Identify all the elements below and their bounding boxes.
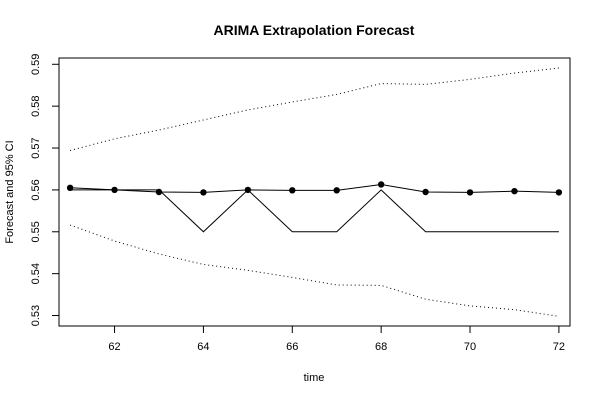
x-tick-label: 72 <box>553 341 565 353</box>
y-tick-label: 0.55 <box>30 221 42 242</box>
x-tick-label: 68 <box>375 341 387 353</box>
forecast-point <box>289 187 296 194</box>
x-tick-label: 70 <box>464 341 476 353</box>
y-axis: 0.53 0.54 0.55 0.56 0.57 0.58 0.59 <box>30 54 60 326</box>
x-tick-label: 64 <box>197 341 209 353</box>
forecast-point <box>66 184 74 192</box>
series-line-forecast <box>70 183 559 193</box>
series-line-upper-ci <box>69 67 559 152</box>
forecast-point <box>466 189 474 196</box>
y-tick-label: 0.54 <box>30 263 42 284</box>
x-axis-label: time <box>304 372 325 384</box>
forecast-point <box>511 187 518 195</box>
y-tick-label: 0.57 <box>30 137 42 158</box>
forecast-point <box>555 189 563 196</box>
forecast-point <box>422 188 429 196</box>
series-line-lower-ci <box>69 224 559 317</box>
series-lower-ci <box>69 224 559 317</box>
forecast-point <box>244 186 252 194</box>
x-tick-label: 62 <box>108 341 120 353</box>
x-tick-label: 66 <box>286 341 298 353</box>
y-axis-label: Forecast and 95% CI <box>4 140 16 243</box>
forecast-point <box>333 187 340 194</box>
series-forecast <box>66 181 563 196</box>
y-tick-label: 0.58 <box>30 95 42 116</box>
series-line-actual <box>70 189 559 233</box>
forecast-point <box>377 181 385 188</box>
series-actual <box>70 189 559 233</box>
chart-title: ARIMA Extrapolation Forecast <box>214 22 415 38</box>
y-tick-label: 0.56 <box>30 179 42 200</box>
x-axis: 62 64 66 68 70 72 <box>108 325 565 353</box>
forecast-point <box>200 189 207 196</box>
series-upper-ci <box>69 67 559 152</box>
series-layer <box>66 67 563 317</box>
y-tick-label: 0.59 <box>30 54 42 75</box>
forecast-point <box>155 188 163 196</box>
y-tick-label: 0.53 <box>30 305 42 326</box>
forecast-point <box>111 186 118 194</box>
